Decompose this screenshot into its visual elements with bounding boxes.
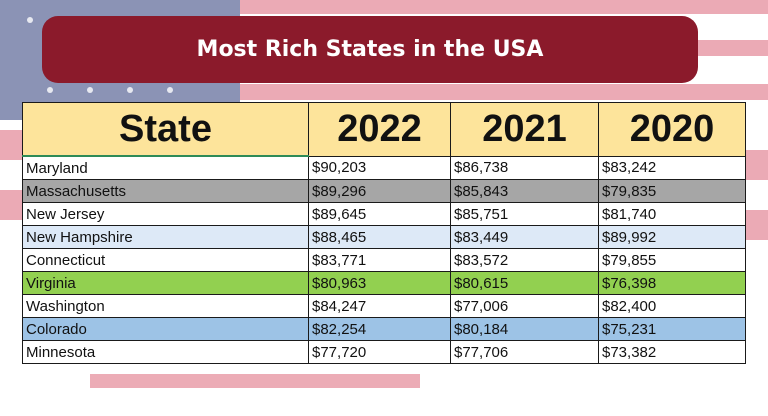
state-cell: Virginia bbox=[22, 271, 309, 295]
state-cell: New Jersey bbox=[22, 202, 309, 226]
state-cell: Washington bbox=[22, 294, 309, 318]
title-banner: Most Rich States in the USA bbox=[42, 16, 698, 83]
income-cell: $89,296 bbox=[308, 179, 451, 203]
table-row: Maryland $90,203 $86,738 $83,242 bbox=[22, 155, 746, 180]
table-row: Washington $84,247 $77,006 $82,400 bbox=[22, 294, 746, 318]
title: Most Rich States in the USA bbox=[196, 37, 544, 62]
table-row: New Jersey $89,645 $85,751 $81,740 bbox=[22, 202, 746, 226]
income-cell: $89,992 bbox=[598, 225, 746, 249]
income-cell: $80,184 bbox=[450, 317, 599, 341]
header-cell: 2020 bbox=[598, 102, 746, 157]
header-row: State 2022 2021 2020 bbox=[22, 102, 746, 157]
table-row: Massachusetts $89,296 $85,843 $79,835 bbox=[22, 179, 746, 203]
income-cell: $84,247 bbox=[308, 294, 451, 318]
income-cell: $75,231 bbox=[598, 317, 746, 341]
income-cell: $79,855 bbox=[598, 248, 746, 272]
state-cell: Massachusetts bbox=[22, 179, 309, 203]
income-cell: $81,740 bbox=[598, 202, 746, 226]
header-cell: 2021 bbox=[450, 102, 599, 157]
income-cell: $82,400 bbox=[598, 294, 746, 318]
income-cell: $86,738 bbox=[450, 155, 599, 180]
income-cell: $90,203 bbox=[308, 155, 451, 180]
table-row: Minnesota $77,720 $77,706 $73,382 bbox=[22, 340, 746, 364]
income-cell: $73,382 bbox=[598, 340, 746, 364]
income-cell: $80,615 bbox=[450, 271, 599, 295]
state-cell: New Hampshire bbox=[22, 225, 309, 249]
table-row: Colorado $82,254 $80,184 $75,231 bbox=[22, 317, 746, 341]
state-cell: Minnesota bbox=[22, 340, 309, 364]
header-cell: 2022 bbox=[308, 102, 451, 157]
income-cell: $76,398 bbox=[598, 271, 746, 295]
table-row: Virginia $80,963 $80,615 $76,398 bbox=[22, 271, 746, 295]
income-cell: $85,843 bbox=[450, 179, 599, 203]
income-cell: $83,242 bbox=[598, 155, 746, 180]
income-cell: $83,771 bbox=[308, 248, 451, 272]
income-cell: $83,449 bbox=[450, 225, 599, 249]
income-cell: $77,720 bbox=[308, 340, 451, 364]
state-cell: Colorado bbox=[22, 317, 309, 341]
table-body: Maryland $90,203 $86,738 $83,242 Massachuset… bbox=[22, 155, 746, 364]
table-row: Connecticut $83,771 $83,572 $79,855 bbox=[22, 248, 746, 272]
income-cell: $89,645 bbox=[308, 202, 451, 226]
income-cell: $88,465 bbox=[308, 225, 451, 249]
state-cell: Connecticut bbox=[22, 248, 309, 272]
table-row: New Hampshire $88,465 $83,449 $89,992 bbox=[22, 225, 746, 249]
income-cell: $85,751 bbox=[450, 202, 599, 226]
state-cell: Maryland bbox=[22, 155, 309, 180]
income-cell: $82,254 bbox=[308, 317, 451, 341]
income-cell: $77,706 bbox=[450, 340, 599, 364]
income-cell: $83,572 bbox=[450, 248, 599, 272]
income-cell: $80,963 bbox=[308, 271, 451, 295]
income-cell: $79,835 bbox=[598, 179, 746, 203]
income-cell: $77,006 bbox=[450, 294, 599, 318]
header-cell: State bbox=[22, 102, 309, 157]
states-table: State 2022 2021 2020 Maryland $90,203 $86,… bbox=[22, 102, 746, 364]
